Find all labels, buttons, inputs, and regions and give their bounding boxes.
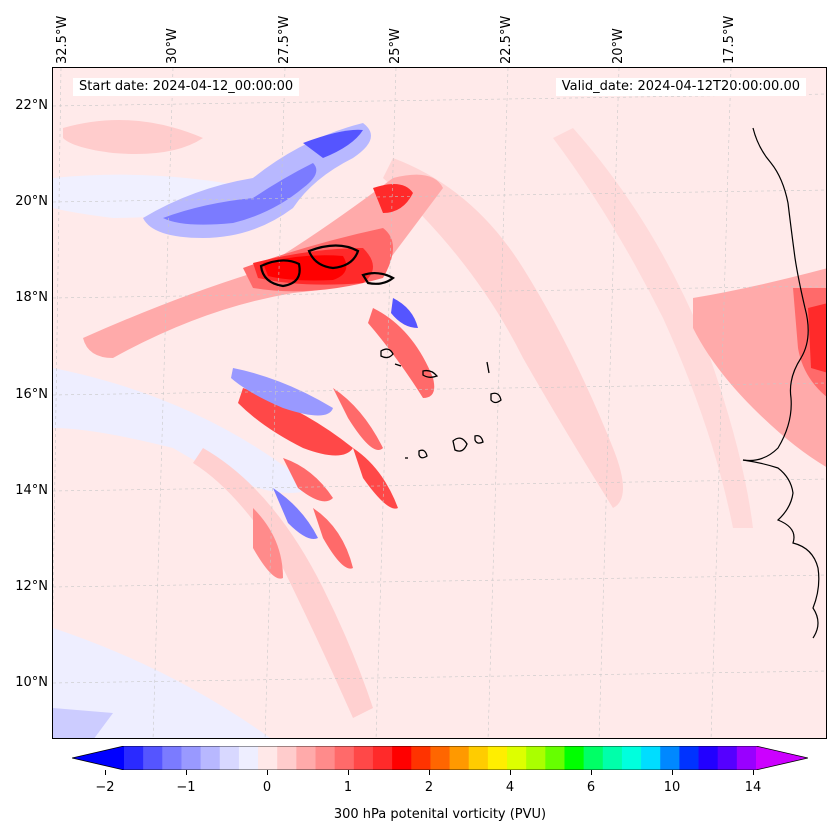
colorbar-swatch (411, 746, 431, 770)
colorbar-swatch (258, 746, 278, 770)
colorbar-tick: 4 (505, 780, 515, 795)
lat-label-22n: 22°N (15, 98, 48, 113)
lat-label-10n: 10°N (15, 675, 48, 690)
colorbar-swatch (277, 746, 297, 770)
colorbar-swatch (219, 746, 240, 770)
colorbar-swatch (181, 746, 202, 770)
colorbar (72, 746, 808, 770)
lon-label-20w: 20°W (611, 28, 626, 64)
colorbar-swatch (487, 746, 508, 770)
colorbar-swatch (564, 746, 585, 770)
colorbar-tick: −1 (176, 780, 196, 795)
colorbar-swatch (449, 746, 470, 770)
colorbar-swatch (468, 746, 489, 770)
colorbar-tick: 14 (744, 780, 762, 795)
colorbar-swatch (124, 746, 144, 770)
pv-map: Start date: 2024-04-12_00:00:00 Valid_da… (52, 67, 827, 739)
colorbar-extend-min (72, 746, 124, 770)
colorbar-tick: 2 (424, 780, 434, 795)
lon-label-27-5w: 27.5°W (277, 15, 292, 64)
colorbar-swatch (392, 746, 412, 770)
colorbar-swatch (698, 746, 719, 770)
colorbar-swatch (641, 746, 661, 770)
colorbar-swatch (602, 746, 623, 770)
colorbar-swatch (353, 746, 374, 770)
colorbar-swatch (583, 746, 604, 770)
colorbar-swatch (621, 746, 642, 770)
lon-label-25w: 25°W (388, 28, 403, 64)
lon-label-22-5w: 22.5°W (499, 15, 514, 64)
colorbar-swatch (334, 746, 355, 770)
lon-label-30w: 30°W (165, 28, 180, 64)
pv-contour-field (53, 68, 826, 738)
colorbar-tick: 6 (586, 780, 596, 795)
colorbar-label: 300 hPa potenital vorticity (PVU) (333, 807, 547, 822)
start-date: Start date: 2024-04-12_00:00:00 (73, 78, 300, 96)
lat-label-12n: 12°N (15, 579, 48, 594)
colorbar-swatch (162, 746, 182, 770)
colorbar-swatch (717, 746, 738, 770)
lon-label-17-5w: 17.5°W (722, 15, 737, 64)
colorbar-swatch (679, 746, 700, 770)
colorbar-tick: 1 (343, 780, 353, 795)
colorbar-swatch (660, 746, 680, 770)
colorbar-tick: 10 (663, 780, 681, 795)
lon-label-32-5w: 32.5°W (55, 15, 70, 64)
colorbar-swatch (296, 746, 317, 770)
colorbar-swatch (143, 746, 163, 770)
lat-label-16n: 16°N (15, 387, 48, 402)
colorbar-extend-max (756, 746, 808, 770)
colorbar-swatch (526, 746, 546, 770)
colorbar-swatch (545, 746, 565, 770)
colorbar-swatch (736, 746, 757, 770)
colorbar-swatch (430, 746, 451, 770)
colorbar-swatch (315, 746, 336, 770)
colorbar-tick: 0 (262, 780, 272, 795)
lat-label-18n: 18°N (15, 290, 48, 305)
colorbar-swatch (372, 746, 393, 770)
valid-date: Valid_date: 2024-04-12T20:00:00.00 (555, 78, 806, 96)
lat-label-14n: 14°N (15, 483, 48, 498)
colorbar-swatch (507, 746, 527, 770)
colorbar-tick: −2 (95, 780, 115, 795)
colorbar-swatch (238, 746, 259, 770)
lat-label-20n: 20°N (15, 194, 48, 209)
colorbar-swatch (200, 746, 221, 770)
